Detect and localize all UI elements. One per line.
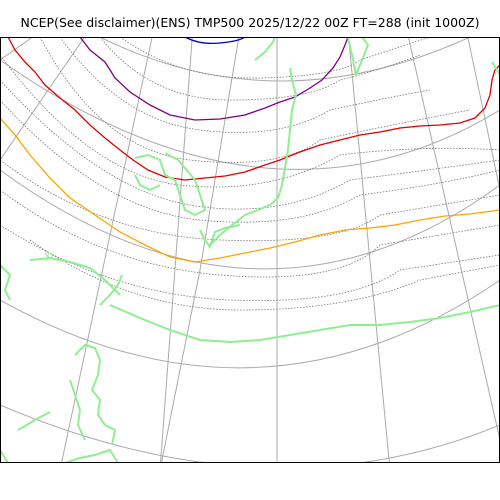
isotherm-red	[7, 37, 500, 181]
coastline-islands-2	[17, 411, 51, 431]
contour-line	[99, 37, 421, 101]
meridian-line	[0, 37, 86, 161]
contour-label: -6	[40, 249, 57, 265]
coastline-japan-south	[199, 224, 241, 250]
meridian-line	[407, 37, 500, 441]
map-title: NCEP(See disclaimer)(ENS) TMP500 2025/12…	[20, 15, 480, 30]
coastline-sakhalin	[347, 37, 370, 79]
isotherm-purple	[79, 37, 349, 121]
coastline-taiwan	[29, 256, 121, 296]
coastline-islands-3	[64, 448, 119, 463]
contour-line	[119, 37, 431, 79]
contour-line	[0, 79, 500, 210]
meridian-line	[60, 37, 153, 463]
coastline-china-coast	[0, 264, 12, 301]
coastline-korea-north	[134, 174, 161, 192]
coastline-philippines	[74, 343, 117, 446]
meridian-lines	[0, 37, 500, 463]
meridian-line	[160, 37, 193, 463]
parallel-line	[0, 404, 500, 463]
contour-line	[59, 37, 431, 133]
coastlines	[0, 37, 500, 463]
contour-line	[0, 54, 500, 188]
contour-line	[0, 189, 500, 278]
coastline-japan-main	[209, 67, 298, 246]
coastline-islands-1	[69, 379, 86, 441]
contour-line	[0, 159, 500, 242]
coastline-korea	[134, 152, 207, 217]
meridian-line	[160, 37, 240, 463]
isotherm-blue	[184, 37, 246, 45]
coastline-kamchatka	[491, 61, 500, 76]
parallel-line	[0, 59, 500, 170]
coastline-hokkaido	[254, 37, 276, 61]
contour-line	[0, 99, 500, 223]
meridian-line	[467, 37, 500, 191]
isotherm-orange	[0, 117, 500, 263]
coastline-islands-4	[0, 449, 9, 463]
coastline-equator-region	[109, 304, 500, 344]
meridian-line	[348, 37, 390, 463]
parallel-line	[99, 37, 471, 82]
parallel-line	[0, 169, 500, 270]
contour-line	[39, 37, 471, 163]
meridian-line	[0, 37, 34, 61]
